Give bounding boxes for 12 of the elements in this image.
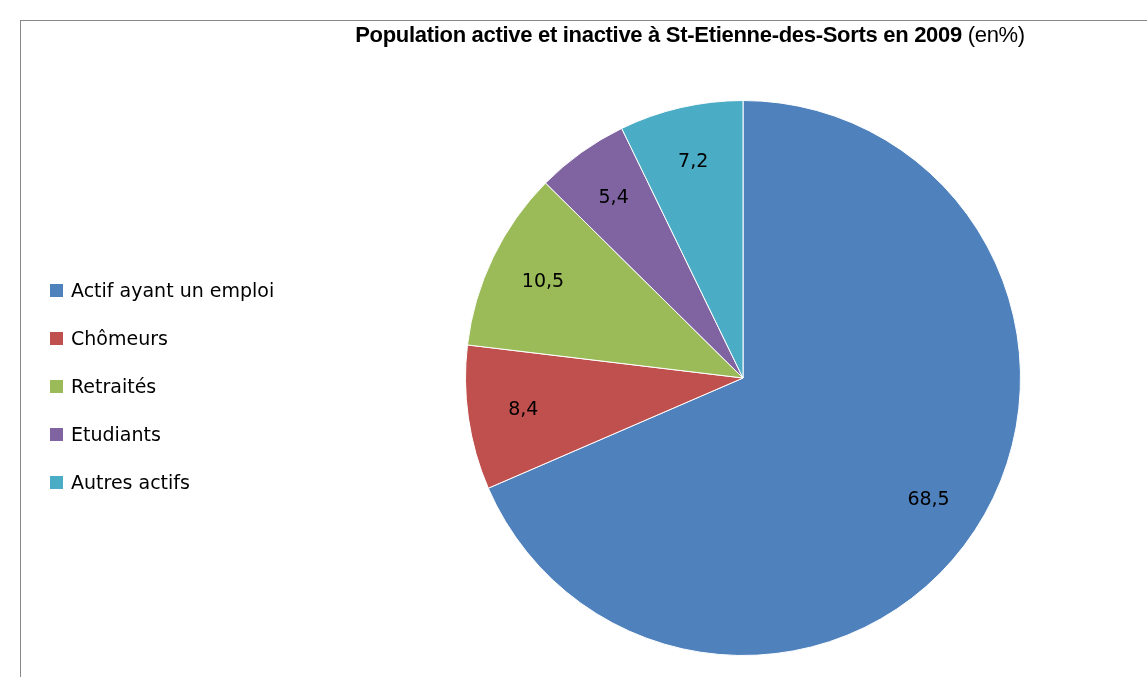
- data-label: 10,5: [521, 268, 565, 291]
- data-label: 7,2: [678, 148, 709, 171]
- data-label: 5,4: [598, 184, 629, 207]
- legend-label: Autres actifs: [71, 471, 190, 493]
- data-label: 8,4: [508, 396, 539, 419]
- chart-title: Population active et inactive à St-Etienne-des-Sorts en 2009: [355, 22, 962, 47]
- legend-label: Actif ayant un emploi: [71, 279, 275, 301]
- data-label: 68,5: [907, 486, 950, 509]
- chart-subtitle: (en%): [966, 22, 1025, 47]
- legend-label: Etudiants: [71, 423, 161, 445]
- legend-label: Retraités: [71, 375, 157, 397]
- legend-label: Chômeurs: [71, 327, 168, 349]
